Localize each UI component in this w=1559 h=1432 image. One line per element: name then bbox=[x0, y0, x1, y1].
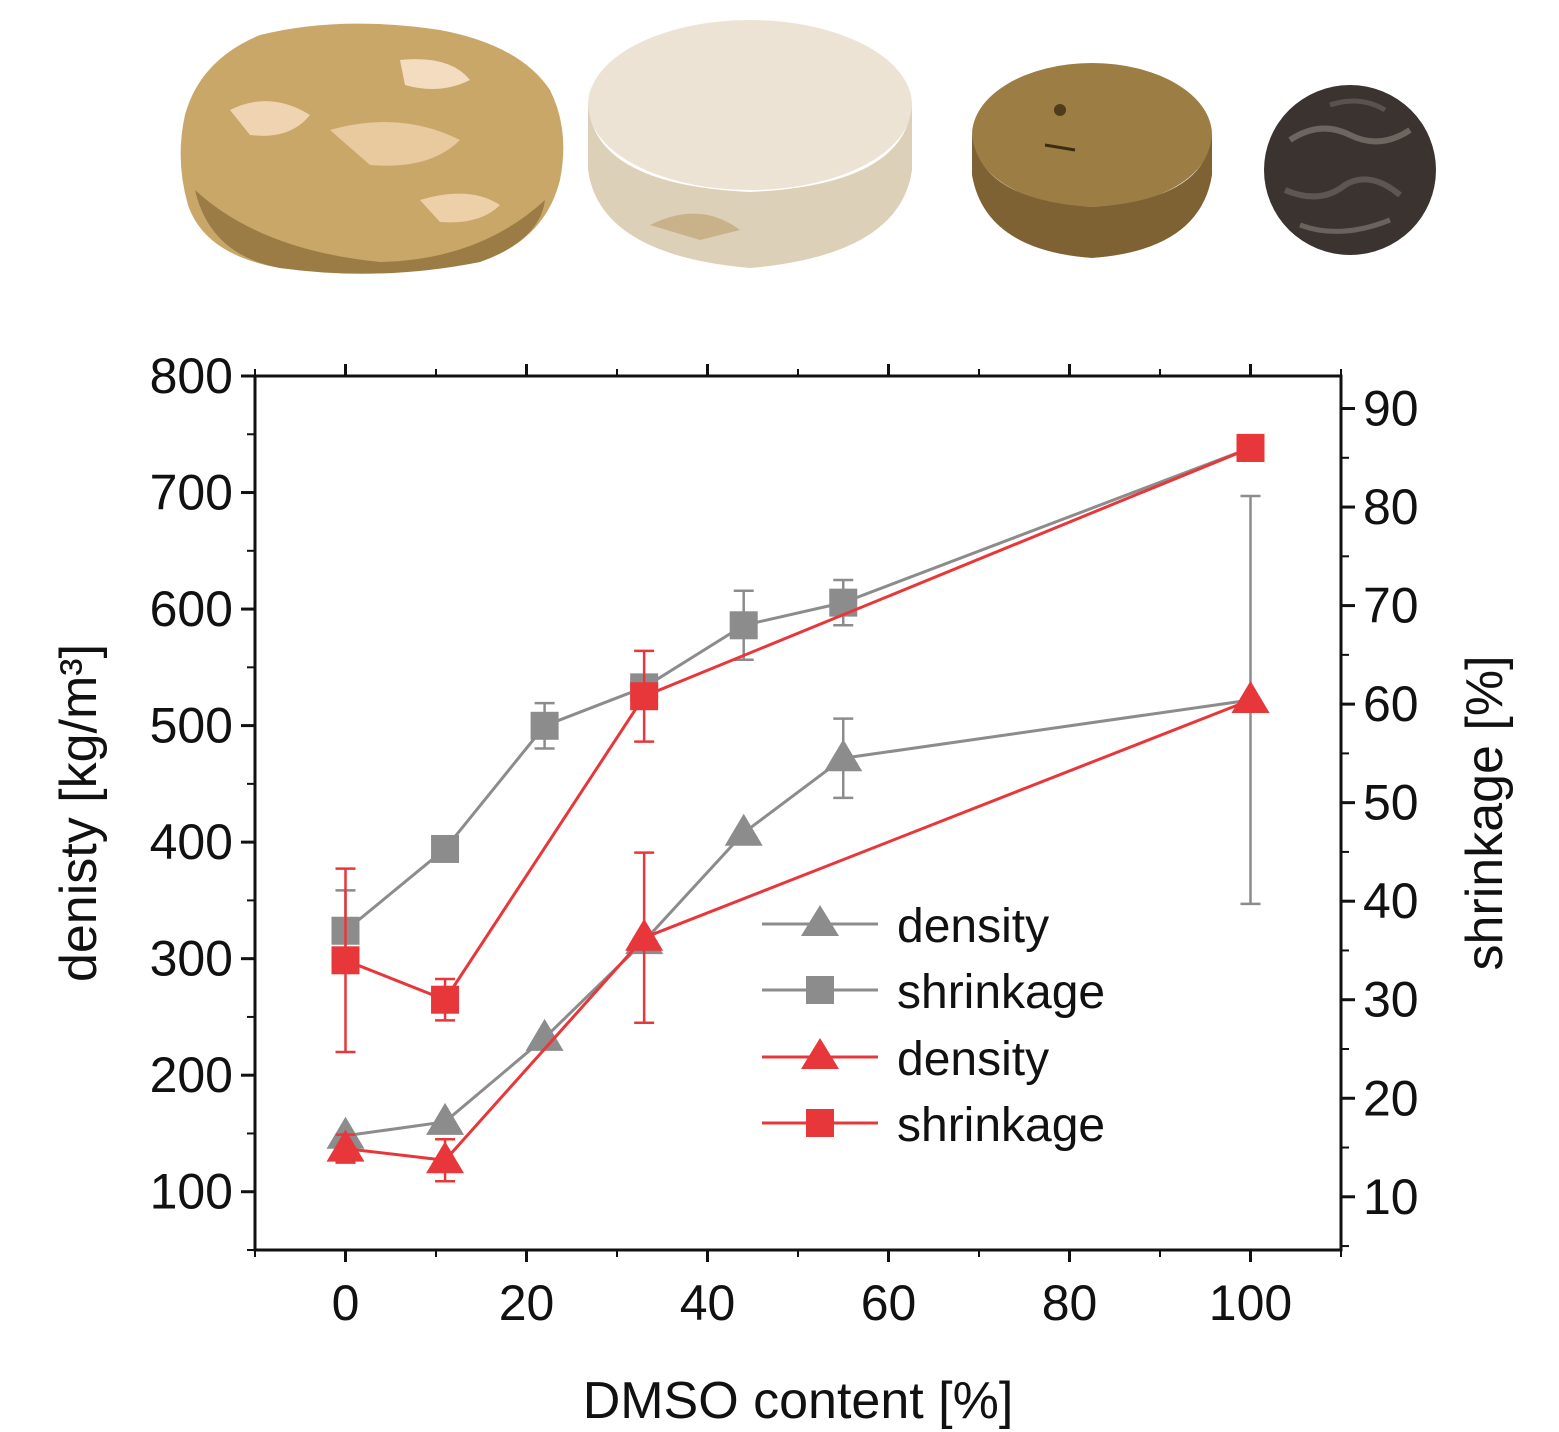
y-left-tick-label: 600 bbox=[150, 581, 233, 637]
legend-label-3: density bbox=[897, 1033, 1049, 1086]
series-4 bbox=[331, 433, 1265, 1054]
legend-label-2: shrinkage bbox=[897, 966, 1105, 1019]
y-right-tick-label: 70 bbox=[1363, 578, 1419, 634]
y-left-tick-label: 200 bbox=[150, 1047, 233, 1103]
y-right-tick-label: 50 bbox=[1363, 775, 1419, 831]
y-right-tick-label: 10 bbox=[1363, 1169, 1419, 1225]
x-tick-label: 0 bbox=[332, 1275, 360, 1331]
data-point bbox=[431, 834, 460, 863]
legend-item-3: density bbox=[762, 1033, 1049, 1086]
y-right-tick-label: 80 bbox=[1363, 479, 1419, 535]
data-point bbox=[426, 1102, 465, 1135]
y-right-tick-label: 30 bbox=[1363, 972, 1419, 1028]
x-tick-label: 40 bbox=[680, 1275, 736, 1331]
y-right-tick-label: 20 bbox=[1363, 1070, 1419, 1126]
right-y-tick-labels: 10 20 30 40 50 60 70 80 90 bbox=[1363, 381, 1419, 1225]
x-tick-label: 20 bbox=[499, 1275, 555, 1331]
plot-frame bbox=[253, 374, 1343, 1252]
data-point bbox=[625, 918, 664, 951]
data-point bbox=[426, 1141, 465, 1174]
data-point bbox=[326, 1129, 365, 1162]
legend-item-4: shrinkage bbox=[762, 1099, 1105, 1152]
series-2 bbox=[331, 433, 1265, 973]
data-point bbox=[824, 739, 863, 772]
data-point bbox=[530, 711, 559, 740]
data-point bbox=[724, 813, 763, 846]
data-point bbox=[630, 682, 659, 711]
x-tick-labels: 0 20 40 60 80 100 bbox=[332, 1275, 1293, 1331]
y-right-tick-label: 40 bbox=[1363, 873, 1419, 929]
legend-item-2: shrinkage bbox=[762, 966, 1105, 1019]
series-line bbox=[344, 446, 1252, 1002]
right-y-axis-title: shrinkage [%] bbox=[1456, 655, 1514, 970]
sample-photos bbox=[180, 20, 1436, 274]
left-y-axis-title: denisty [kg/m³] bbox=[50, 644, 108, 982]
sample-1-photo bbox=[180, 23, 564, 274]
data-point bbox=[525, 1018, 564, 1051]
y-left-tick-label: 500 bbox=[150, 698, 233, 754]
legend: density shrinkage density shrinkage bbox=[762, 900, 1105, 1152]
y-left-tick-label: 300 bbox=[150, 931, 233, 987]
legend-label-4: shrinkage bbox=[897, 1099, 1105, 1152]
data-point bbox=[1236, 433, 1265, 462]
x-tick-label: 100 bbox=[1209, 1275, 1292, 1331]
x-tick-label: 80 bbox=[1042, 1275, 1098, 1331]
series-layer bbox=[326, 433, 1270, 1183]
x-tick-label: 60 bbox=[861, 1275, 917, 1331]
sample-2-photo bbox=[588, 20, 912, 268]
y-right-tick-label: 60 bbox=[1363, 676, 1419, 732]
y-left-tick-label: 800 bbox=[150, 348, 233, 404]
sample-4-photo bbox=[1264, 85, 1436, 255]
data-point bbox=[729, 611, 758, 640]
y-left-tick-label: 100 bbox=[150, 1164, 233, 1220]
data-point bbox=[829, 588, 858, 617]
data-point bbox=[1231, 680, 1270, 713]
sample-3-photo bbox=[972, 63, 1212, 258]
legend-item-1: density bbox=[762, 900, 1049, 953]
left-y-tick-labels: 100 200 300 400 500 600 700 800 bbox=[150, 348, 233, 1220]
axis-ticks bbox=[241, 364, 1355, 1262]
series-line bbox=[345, 698, 1251, 1138]
data-point bbox=[331, 946, 360, 975]
series-3 bbox=[326, 680, 1270, 1183]
data-point bbox=[431, 985, 460, 1014]
y-left-tick-label: 400 bbox=[150, 814, 233, 870]
series-line bbox=[345, 698, 1252, 1162]
y-left-tick-label: 700 bbox=[150, 465, 233, 521]
x-axis-title: DMSO content [%] bbox=[583, 1372, 1014, 1430]
series-line bbox=[344, 446, 1252, 932]
legend-label-1: density bbox=[897, 900, 1049, 953]
y-right-tick-label: 90 bbox=[1363, 381, 1419, 437]
